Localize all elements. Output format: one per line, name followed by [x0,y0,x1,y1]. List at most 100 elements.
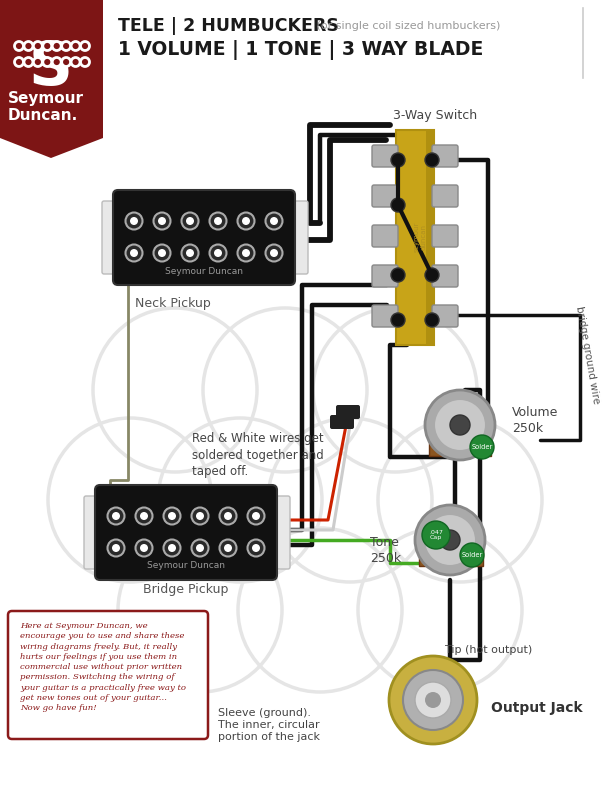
Circle shape [440,530,460,550]
FancyBboxPatch shape [372,305,398,327]
Text: Seymour Duncan: Seymour Duncan [165,266,243,276]
Circle shape [425,313,439,327]
Circle shape [71,41,80,51]
Circle shape [270,249,278,257]
FancyBboxPatch shape [102,201,120,274]
Circle shape [270,217,278,225]
FancyBboxPatch shape [8,611,208,739]
Circle shape [247,508,264,524]
Circle shape [168,512,176,520]
Text: Bridge Pickup: Bridge Pickup [143,584,229,596]
Circle shape [62,58,70,67]
Circle shape [43,58,52,67]
Circle shape [125,245,143,261]
FancyBboxPatch shape [432,225,458,247]
Circle shape [158,249,166,257]
Text: Sleeve (ground).
The inner, circular
portion of the jack: Sleeve (ground). The inner, circular por… [218,707,320,742]
Circle shape [214,217,222,225]
Circle shape [220,508,236,524]
Text: Seymour: Seymour [8,90,84,105]
Polygon shape [0,138,103,158]
Circle shape [158,217,166,225]
Circle shape [108,539,124,557]
Circle shape [186,217,194,225]
Text: Seymour Duncan: Seymour Duncan [147,562,225,570]
Circle shape [135,508,152,524]
FancyBboxPatch shape [336,405,360,419]
FancyBboxPatch shape [84,496,102,569]
FancyBboxPatch shape [330,415,354,429]
Circle shape [192,539,209,557]
Circle shape [391,268,405,282]
Circle shape [450,415,470,435]
Circle shape [186,249,194,257]
Circle shape [154,212,171,230]
Circle shape [34,41,42,51]
Text: 1 VOLUME | 1 TONE | 3 WAY BLADE: 1 VOLUME | 1 TONE | 3 WAY BLADE [118,40,483,60]
Circle shape [52,41,61,51]
Circle shape [224,512,232,520]
Text: seymour
duncan: seymour duncan [414,222,427,252]
FancyBboxPatch shape [290,201,308,274]
Circle shape [130,249,138,257]
FancyBboxPatch shape [432,145,458,167]
Circle shape [140,512,148,520]
Text: bridge ground wire: bridge ground wire [575,306,602,405]
Circle shape [81,41,89,51]
Circle shape [266,245,283,261]
Circle shape [112,544,120,552]
FancyBboxPatch shape [396,130,434,345]
Text: Tip (hot output): Tip (hot output) [445,645,532,655]
Circle shape [237,245,255,261]
Circle shape [220,539,236,557]
Circle shape [81,58,89,67]
FancyBboxPatch shape [272,496,290,569]
Circle shape [425,268,439,282]
Circle shape [43,41,52,51]
Text: 3-Way Switch: 3-Way Switch [393,109,477,123]
Circle shape [140,544,148,552]
Circle shape [391,313,405,327]
Circle shape [24,41,33,51]
Circle shape [168,544,176,552]
Circle shape [415,682,451,718]
FancyBboxPatch shape [432,265,458,287]
Circle shape [125,212,143,230]
Circle shape [52,58,61,67]
Circle shape [247,539,264,557]
Circle shape [434,399,486,451]
FancyBboxPatch shape [432,305,458,327]
Text: Neck Pickup: Neck Pickup [135,296,211,310]
Text: TELE | 2 HUMBUCKERS: TELE | 2 HUMBUCKERS [118,17,339,35]
Text: (or single coil sized humbuckers): (or single coil sized humbuckers) [313,21,501,31]
Circle shape [224,544,232,552]
Circle shape [196,512,204,520]
Circle shape [415,505,485,575]
Circle shape [15,58,23,67]
Circle shape [266,212,283,230]
Circle shape [24,58,33,67]
Circle shape [62,41,70,51]
Circle shape [403,670,463,730]
Circle shape [196,544,204,552]
Circle shape [425,390,495,460]
FancyBboxPatch shape [432,185,458,207]
Text: Output Jack: Output Jack [491,701,583,715]
Circle shape [391,198,405,212]
Circle shape [242,249,250,257]
Circle shape [182,245,198,261]
Text: Solder: Solder [461,552,483,558]
FancyBboxPatch shape [419,544,483,566]
Circle shape [252,512,260,520]
Bar [0,0,103,138]
Circle shape [112,512,120,520]
FancyBboxPatch shape [372,225,398,247]
Text: S: S [29,39,73,97]
Circle shape [209,212,226,230]
Text: .047
Cap: .047 Cap [429,530,443,540]
Circle shape [135,539,152,557]
FancyBboxPatch shape [113,190,295,285]
Circle shape [182,212,198,230]
Circle shape [422,521,450,549]
Text: Here at Seymour Duncan, we
encourage you to use and share these
wiring diagrams : Here at Seymour Duncan, we encourage you… [20,622,186,712]
